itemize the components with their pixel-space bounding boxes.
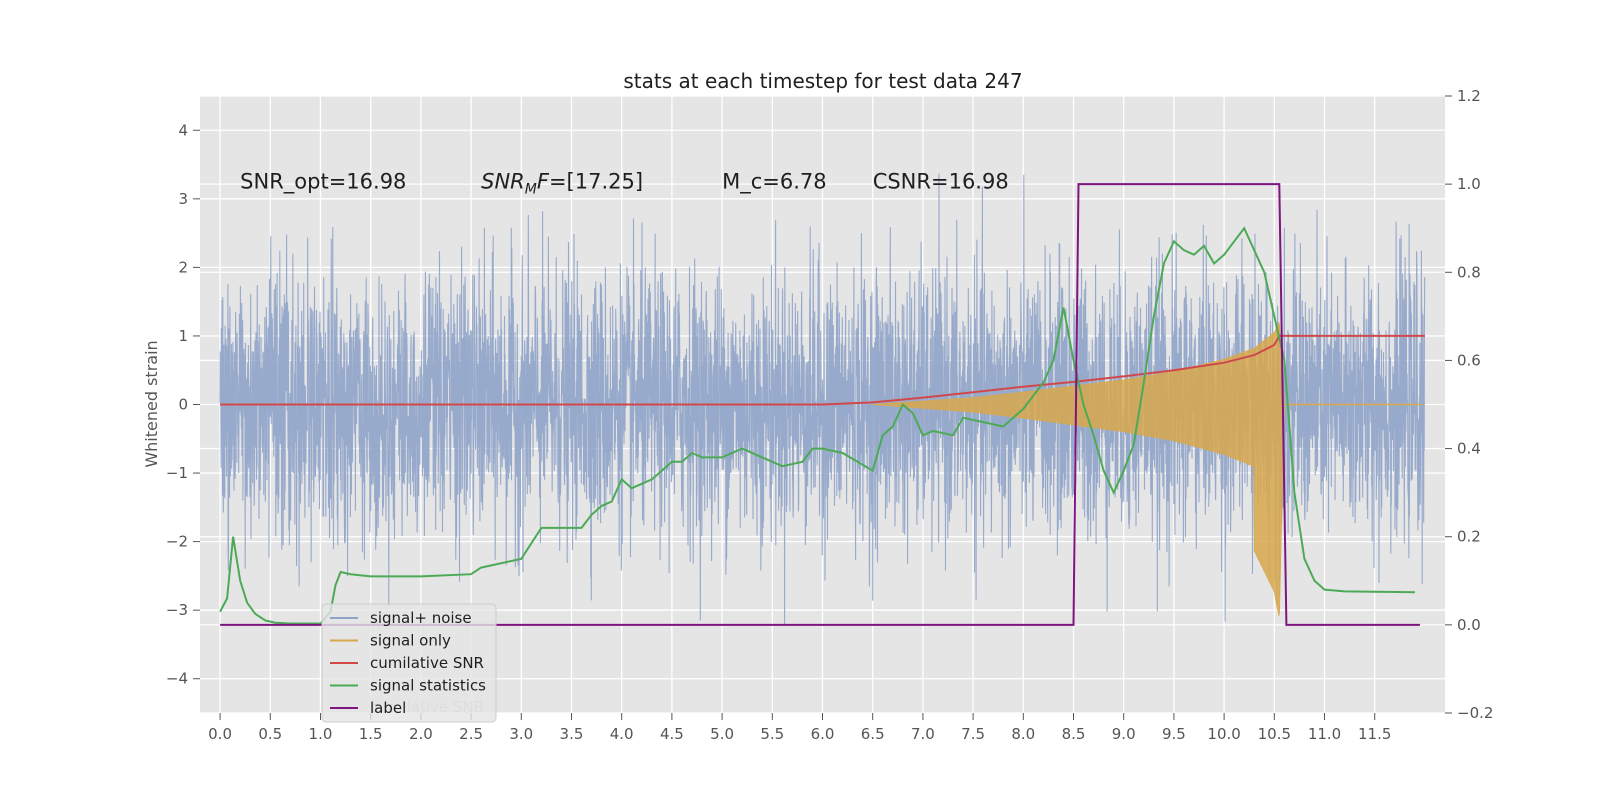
right-y-axis: −0.2 0.0 0.2 0.4 0.6 0.8 1.0 1.2 bbox=[1445, 87, 1493, 722]
x-tick-label: 9.5 bbox=[1162, 725, 1186, 743]
x-tick-label: 8.5 bbox=[1062, 725, 1086, 743]
left-tick-label: −2 bbox=[166, 533, 188, 551]
left-tick-label: −1 bbox=[166, 464, 188, 482]
x-tick-label: 11.0 bbox=[1308, 725, 1341, 743]
x-tick-label: 0.0 bbox=[208, 725, 232, 743]
x-tick-label: 1.0 bbox=[309, 725, 333, 743]
x-tick-label: 4.0 bbox=[610, 725, 634, 743]
legend-label: cumilative SNR bbox=[370, 654, 484, 672]
left-y-axis: −4 −3 −2 −1 0 1 2 3 4 bbox=[166, 121, 200, 688]
x-tick-label: 9.0 bbox=[1112, 725, 1136, 743]
annotations: SNR_opt=16.98 SNRMF=[17.25] M_c=6.78 CSNR=1… bbox=[240, 170, 1009, 198]
left-tick-label: 4 bbox=[178, 121, 188, 139]
left-tick-label: 2 bbox=[178, 258, 188, 276]
annotation-text: CSNR=16.98 bbox=[873, 170, 1009, 194]
left-tick-label: 0 bbox=[178, 396, 188, 414]
x-tick-label: 0.5 bbox=[258, 725, 282, 743]
x-tick-label: 4.5 bbox=[660, 725, 684, 743]
signal-statistics-line bbox=[219, 226, 1415, 625]
right-tick-label: 0.2 bbox=[1457, 528, 1481, 546]
annotation-text: SNRMF=[17.25] bbox=[481, 170, 643, 198]
legend-box bbox=[321, 603, 497, 723]
legend-label: signal only bbox=[370, 632, 451, 650]
x-tick-label: 5.5 bbox=[760, 725, 784, 743]
annotation-text: SNR_opt=16.98 bbox=[240, 170, 406, 195]
series-layer bbox=[219, 173, 1426, 626]
x-tick-label: 3.0 bbox=[509, 725, 533, 743]
x-tick-label: 3.5 bbox=[560, 725, 584, 743]
right-tick-label: 0.6 bbox=[1457, 351, 1481, 369]
x-tick-label: 2.0 bbox=[409, 725, 433, 743]
label-line bbox=[220, 183, 1420, 626]
legend-label: signal statistics bbox=[370, 677, 486, 695]
left-tick-label: 1 bbox=[178, 327, 188, 345]
x-tick-label: 11.5 bbox=[1358, 725, 1391, 743]
legend-label: label bbox=[370, 699, 406, 717]
left-tick-label: 3 bbox=[178, 190, 188, 208]
right-tick-label: 0.8 bbox=[1457, 263, 1481, 281]
x-tick-label: 7.0 bbox=[911, 725, 935, 743]
x-tick-label: 7.5 bbox=[961, 725, 985, 743]
signal-only-fill bbox=[872, 321, 1425, 617]
right-tick-label: 1.2 bbox=[1457, 87, 1481, 105]
x-tick-label: 5.0 bbox=[710, 725, 734, 743]
chart-title: stats at each timestep for test data 247 bbox=[623, 69, 1022, 93]
x-tick-label: 10.5 bbox=[1258, 725, 1291, 743]
left-tick-label: −3 bbox=[166, 601, 188, 619]
right-tick-label: 1.0 bbox=[1457, 175, 1481, 193]
x-tick-label: 1.5 bbox=[359, 725, 383, 743]
right-tick-label: 0.4 bbox=[1457, 440, 1481, 458]
cumilative-snr-line bbox=[220, 334, 1425, 406]
left-tick-label: −4 bbox=[166, 670, 188, 688]
right-tick-label: 0.0 bbox=[1457, 616, 1481, 634]
x-tick-label: 10.0 bbox=[1207, 725, 1240, 743]
right-tick-label: −0.2 bbox=[1457, 704, 1493, 722]
legend-label: signal+ noise bbox=[370, 609, 472, 627]
y-axis-label: Whitened strain bbox=[142, 340, 161, 467]
x-axis: 0.0 0.5 1.0 1.5 2.0 2.5 3.0 3.5 4.0 4.5 5.0 5.5 6.0 6… bbox=[208, 713, 1391, 743]
x-tick-label: 6.0 bbox=[811, 725, 835, 743]
x-tick-label: 8.0 bbox=[1011, 725, 1035, 743]
annotation-text: M_c=6.78 bbox=[722, 170, 827, 195]
x-tick-label: 2.5 bbox=[459, 725, 483, 743]
x-tick-label: 6.5 bbox=[861, 725, 885, 743]
